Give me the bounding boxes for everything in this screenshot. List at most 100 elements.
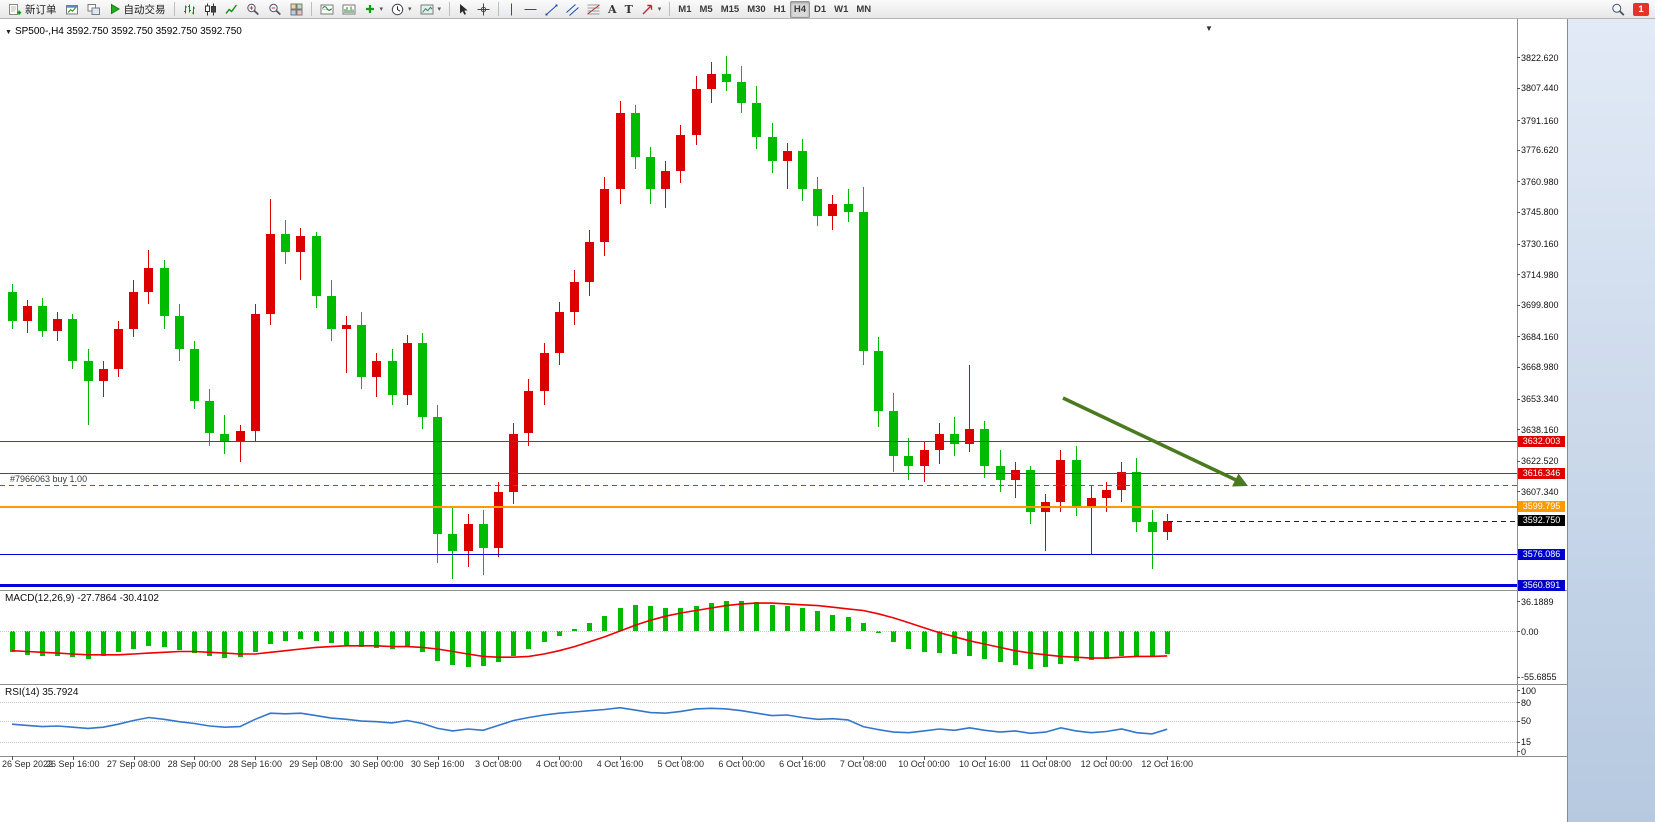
ohlc-readout: 3592.750 3592.750 3592.750 3592.750 [66,26,242,37]
timeframe-clock-icon [391,3,404,16]
price-scale-label: 3653.340 [1521,394,1559,405]
arrows-button[interactable]: ▾ [637,1,666,18]
candle-body [129,292,139,329]
tf-w1-button[interactable]: W1 [830,1,852,18]
orange-line[interactable] [0,505,1517,508]
candle-body [448,534,458,551]
red-line-upper[interactable] [0,441,1517,443]
toolbar-separator [449,2,451,16]
tf-m15-button[interactable]: M15 [717,1,743,18]
notification-badge[interactable]: 1 [1633,3,1649,16]
candle-body [357,324,367,377]
magnifier-icon [1611,3,1625,17]
time-tick [984,756,986,760]
candle-body [205,401,215,434]
candlestick-chart-button[interactable] [200,1,221,18]
time-tick [316,756,317,760]
price-scale-label: 3791.160 [1521,115,1559,126]
vertical-line-button[interactable] [503,1,520,18]
red-line-lower-tag: 3616.346 [1518,467,1565,479]
candle-body [843,203,853,212]
auto-trading-button[interactable]: 自动交易 [105,1,170,18]
line-chart-button[interactable] [221,1,242,18]
tf-d1-button[interactable]: D1 [810,1,830,18]
scale-tick [1517,751,1520,752]
cursor-button[interactable] [454,1,473,18]
time-label: 4 Oct 00:00 [535,759,583,769]
buy-position-label[interactable]: #7966063 buy 1.00 [8,473,90,484]
tile-windows-button[interactable] [286,1,307,18]
charts-button[interactable] [61,1,83,18]
main-toolbar: 新订单 自动交易 ▾ ▾ ▾ A T ▾ M1 M5 M15 M30 H1 H4 D1 W1 MN [0,0,1655,19]
time-label: 10 Oct 16:00 [959,759,1011,769]
tf-m5-button-label: M5 [699,3,713,15]
collapse-caret-icon[interactable]: ▼ [5,29,12,36]
tf-m5-button[interactable]: M5 [696,1,717,18]
scale-tick [1517,87,1520,89]
scale-tick [1517,243,1520,245]
blue-line-upper[interactable] [0,553,1517,555]
crosshair-button[interactable] [473,1,494,18]
trendline-button[interactable] [541,1,562,18]
candle-body [402,342,412,396]
scale-tick [1517,57,1520,58]
candle-body [600,189,610,242]
add-indicator-button[interactable]: ▾ [360,1,388,18]
channel-button[interactable] [562,1,583,18]
zoom-in-button[interactable] [242,1,264,18]
time-tick [741,756,743,760]
new-order-button-label: 新订单 [25,3,57,16]
template-icon [420,3,434,16]
indicators-window-button[interactable] [316,1,338,18]
dropdown-caret-icon: ▾ [657,6,662,13]
time-label: 10 Oct 00:00 [898,759,950,769]
scale-tick [1517,398,1520,400]
panel-separator[interactable] [0,684,1567,685]
time-tick [437,756,439,760]
time-tick [133,756,135,760]
time-label: 30 Sep 16:00 [410,759,465,769]
time-tick [255,756,257,760]
toolbar-separator [498,2,500,16]
tf-mn-button[interactable]: MN [852,1,875,18]
candle-body [1162,520,1172,533]
chart-shift-marker-icon[interactable]: ▼ [1205,24,1213,33]
tf-m1-button[interactable]: M1 [674,1,695,18]
bar-chart-button[interactable] [179,1,200,18]
templates-button[interactable]: ▾ [416,1,446,18]
blue-line-lower[interactable] [0,583,1517,587]
label-button[interactable]: T [621,1,637,18]
candle-body [83,360,93,382]
time-label: 12 Oct 00:00 [1080,759,1133,769]
search-button[interactable] [1607,1,1629,18]
scale-tick [1517,690,1520,691]
horizontal-line-button[interactable] [520,1,541,18]
price-scale-label: 3760.980 [1521,176,1559,187]
crosshair-icon [477,3,490,16]
timeframes-button[interactable]: ▾ [387,1,416,18]
tf-h4-button[interactable]: H4 [789,0,810,18]
new-order-button[interactable]: 新订单 [4,1,61,18]
fibonacci-button[interactable] [583,1,604,18]
time-tick [680,756,682,760]
tf-m30-button[interactable]: M30 [743,1,769,18]
time-label: 4 Oct 16:00 [596,759,644,769]
zoom-out-button[interactable] [264,1,286,18]
blue-line-lower-tag: 3560.891 [1518,579,1565,591]
text-button[interactable]: A [604,1,621,18]
panel-separator[interactable] [0,590,1567,591]
candle-body [463,524,473,551]
tf-h1-button[interactable]: H1 [770,1,790,18]
red-line-lower[interactable] [0,472,1517,474]
indicator-histogram-button[interactable] [338,1,360,18]
candle-body [311,235,321,297]
candle-body [737,82,747,103]
candle-body [630,112,640,158]
profiles-button[interactable] [83,1,105,18]
trendline-icon [545,3,558,16]
buy-position-line[interactable] [0,484,1517,486]
